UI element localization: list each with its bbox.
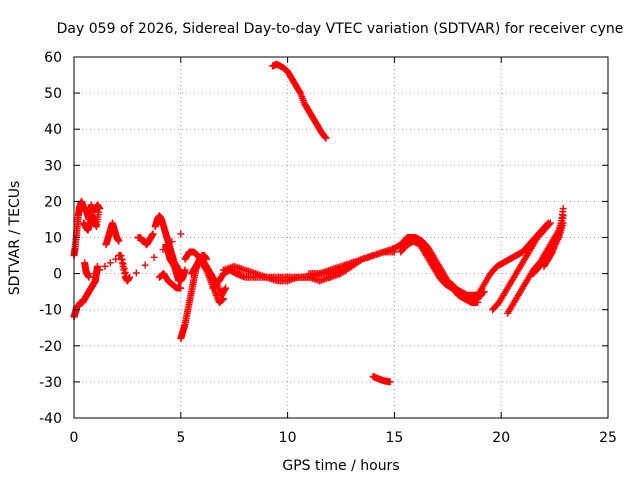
data-point [386,378,394,386]
x-tick-label: 15 [385,430,403,446]
series-arc-z [540,205,567,270]
chart-title: Day 059 of 2026, Sidereal Day-to-day VTE… [57,21,624,37]
data-point [93,262,101,270]
data-point [106,259,114,267]
y-tick-label: 10 [44,231,62,247]
x-tick-label: 20 [492,430,510,446]
data-point [545,220,553,228]
series-arc-i [155,270,185,292]
data-point [559,205,567,213]
series-arc-f [134,230,157,249]
data-point [141,261,149,269]
data-point [118,256,126,264]
series-arc-c [80,208,103,234]
data-points [70,60,567,386]
data-point [474,298,482,306]
data-point [222,284,230,292]
y-tick-label: -10 [39,303,62,319]
data-point [90,270,98,278]
data-point [177,230,185,238]
data-point [112,255,120,263]
data-point [120,264,128,272]
data-point [123,277,131,285]
series-arc-h [162,241,189,285]
x-axis-label: GPS time / hours [282,458,399,474]
series-arc-x [504,212,567,317]
data-point [159,246,167,254]
y-tick-label: 20 [44,194,62,210]
data-point [96,205,104,213]
series-isolated [81,230,185,285]
data-point [150,253,158,261]
axis-ticks: 0 5 10 15 20 25 -40 -30 -20 -10 0 10 20 30 40 50 60 [39,50,617,446]
y-tick-label: 50 [44,86,62,102]
y-axis-label: SDTVAR / TECUs [7,181,23,296]
data-point [115,237,123,245]
x-tick-label: 10 [279,430,297,446]
y-tick-label: -40 [39,411,62,427]
series-arc-d [102,219,123,249]
data-point [117,252,125,260]
y-tick-label: 0 [53,267,62,283]
data-point [177,284,185,292]
data-point [101,262,109,270]
x-tick-label: 0 [70,430,79,446]
series-arc-w [489,219,554,314]
series-arc-q [326,244,398,281]
data-point [221,285,229,293]
y-tick-label: -30 [39,375,62,391]
x-tick-label: 25 [599,430,617,446]
data-point [121,268,129,276]
data-point [119,260,127,268]
data-point [220,295,228,303]
data-point [122,273,130,281]
y-tick-label: -20 [39,339,62,355]
x-tick-label: 5 [176,430,185,446]
series-arc-o [269,60,330,142]
series-arc-r [369,372,394,386]
y-tick-label: 30 [44,158,62,174]
data-point [321,133,329,141]
data-point [168,238,176,246]
data-point [546,219,554,227]
data-point [181,266,189,274]
y-tick-label: 40 [44,122,62,138]
data-point [322,134,330,142]
data-point [95,208,103,216]
data-point [96,266,104,274]
data-point [132,269,140,277]
data-point [149,230,157,238]
data-point [85,273,93,281]
series-arc-u [412,234,484,299]
y-tick-label: 60 [44,50,62,66]
